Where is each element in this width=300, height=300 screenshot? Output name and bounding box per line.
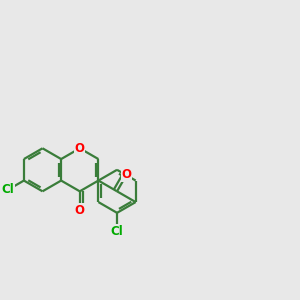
Text: O: O — [122, 168, 132, 181]
Text: Cl: Cl — [2, 183, 14, 196]
Text: Cl: Cl — [111, 225, 123, 238]
Text: O: O — [75, 142, 85, 155]
Text: O: O — [75, 204, 85, 217]
